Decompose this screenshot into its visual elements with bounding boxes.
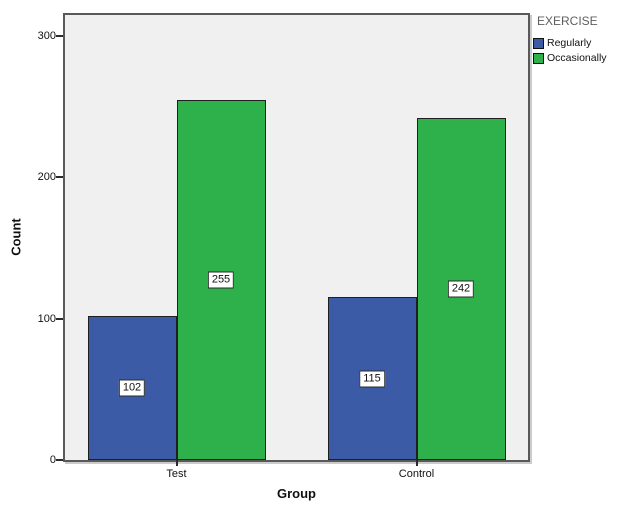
legend-swatch-regularly [533,37,544,49]
y-tick-mark [56,35,63,37]
bar-test-regularly: 102 [87,316,177,460]
y-tick-label: 300 [37,30,56,42]
bar-test-occasionally: 255 [176,100,266,460]
bar-value-label: 115 [359,370,385,387]
y-tick-mark [56,176,63,179]
y-tick-label: 100 [37,312,56,325]
x-tick-mark [415,460,418,466]
bar-value-label: 102 [118,379,146,397]
y-axis-title: Count [8,218,24,256]
plot-area: 102 255 115 242 [63,13,530,462]
bar-control-regularly: 115 [327,297,417,460]
legend-title: EXERCISE [537,14,598,28]
y-tick-label: 200 [37,171,56,184]
legend-label: Regularly [547,37,592,49]
legend-entry-occasionally: Occasionally [533,52,619,64]
x-axis-title: Group [277,486,316,501]
legend-swatch-occasionally [533,52,544,64]
x-category-label: Test [166,468,187,480]
legend-label: Occasionally [547,52,607,64]
bar-value-label: 242 [447,280,475,298]
y-tick-mark [56,459,63,461]
legend-entries: Regularly Occasionally [533,37,619,64]
y-tick-mark [56,317,63,320]
legend-entry-regularly: Regularly [533,37,619,49]
x-category-label: Control [398,468,435,480]
bar-value-label: 255 [207,271,235,289]
x-tick-mark [175,460,178,466]
y-tick-label: 0 [49,454,56,466]
legend: EXERCISE Regularly Occasionally [533,14,619,67]
bar-control-occasionally: 242 [416,118,506,460]
